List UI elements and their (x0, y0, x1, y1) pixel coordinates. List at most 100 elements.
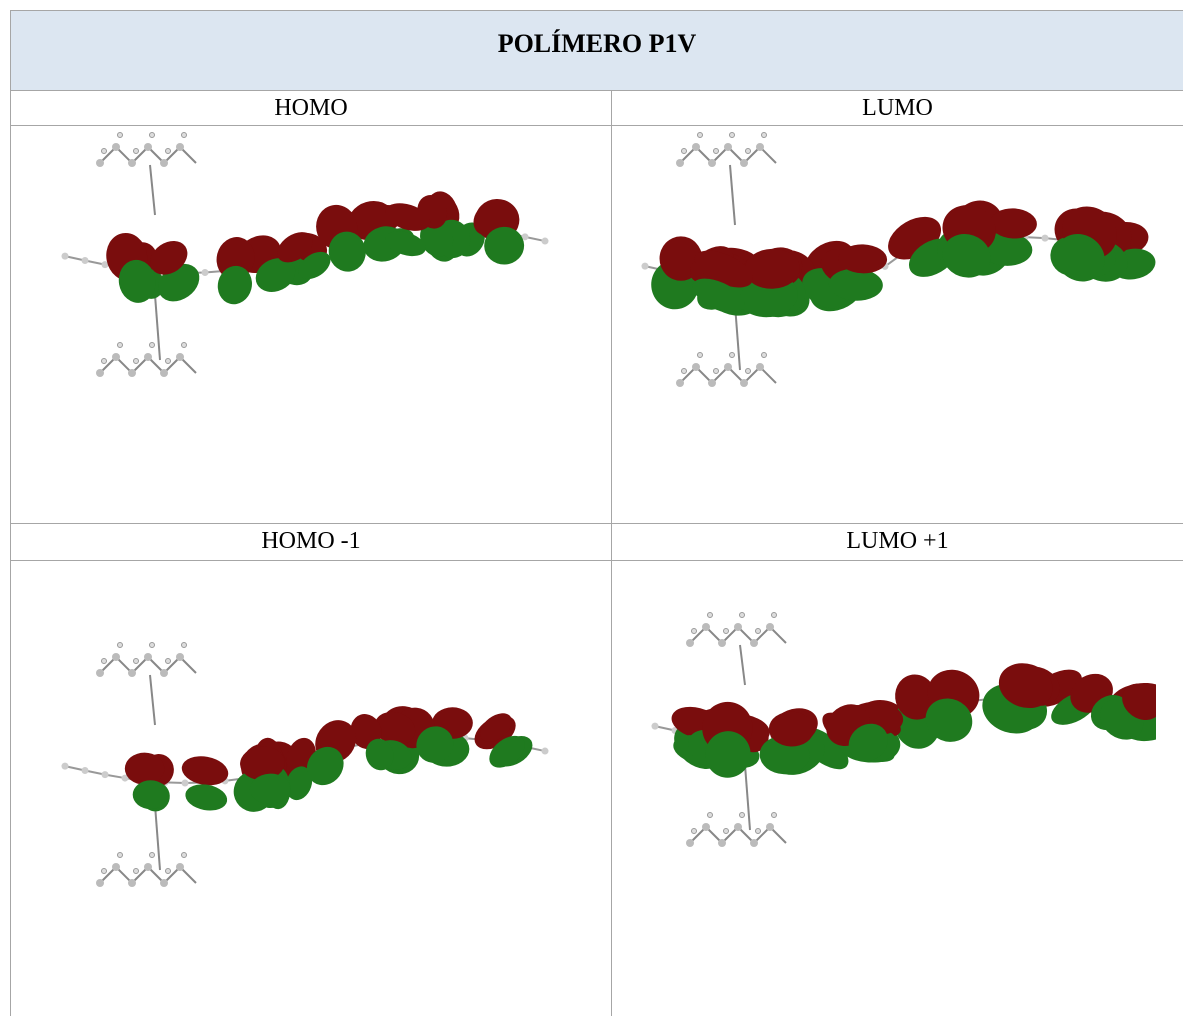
atom (101, 261, 109, 269)
atom (96, 879, 104, 887)
atom (117, 342, 123, 348)
atom (740, 159, 748, 167)
column-label: LUMO (611, 90, 1183, 126)
atom (641, 262, 649, 270)
lobe (217, 265, 252, 305)
atom (101, 148, 107, 154)
atom (740, 379, 748, 387)
atom (702, 623, 710, 631)
lobe (150, 240, 188, 275)
atom (692, 143, 700, 151)
atom (691, 628, 697, 634)
bond (734, 304, 741, 371)
lobe (185, 784, 228, 811)
atom (101, 868, 107, 874)
column-label: HOMO (10, 90, 611, 126)
image-cell (611, 560, 1183, 1016)
atom (1041, 234, 1049, 242)
lobe (998, 663, 1053, 709)
atom (165, 148, 171, 154)
atom (521, 233, 529, 241)
atom (713, 148, 719, 154)
atom (96, 669, 104, 677)
lobe (328, 231, 366, 272)
atom (165, 658, 171, 664)
atom (149, 132, 155, 138)
lobe (374, 711, 416, 745)
atom (128, 159, 136, 167)
atom (101, 358, 107, 364)
atom (702, 823, 710, 831)
lobe (416, 726, 454, 763)
lobe (132, 780, 169, 810)
lobe (298, 251, 331, 280)
lobe (489, 735, 525, 768)
atom (745, 368, 751, 374)
lobe (895, 674, 937, 720)
atom (181, 779, 189, 787)
atom (165, 868, 171, 874)
atom (181, 132, 187, 138)
image-cell (611, 125, 1183, 524)
atom (176, 863, 184, 871)
lobe (484, 226, 525, 265)
atom (96, 159, 104, 167)
atom (81, 257, 89, 265)
atom (176, 653, 184, 661)
lobe (1122, 683, 1156, 721)
lobe (989, 208, 1037, 239)
lobe (768, 711, 814, 747)
atom (144, 863, 152, 871)
atom (160, 369, 168, 377)
atom (651, 722, 659, 730)
lobe (385, 231, 426, 257)
atom (755, 828, 761, 834)
lobe (1055, 234, 1105, 282)
lobe (705, 731, 751, 778)
lobe (480, 713, 512, 742)
atom (133, 868, 139, 874)
lobe (249, 773, 291, 804)
atom (176, 353, 184, 361)
atom (697, 352, 703, 358)
atom (686, 639, 694, 647)
atom (697, 132, 703, 138)
atom (729, 352, 735, 358)
atom (101, 658, 107, 664)
atom (144, 143, 152, 151)
atom (691, 828, 697, 834)
atom (541, 747, 549, 755)
atom (766, 623, 774, 631)
orbital-image (61, 132, 549, 377)
lobe (306, 746, 344, 786)
atom (117, 132, 123, 138)
atom (734, 623, 742, 631)
atom (718, 839, 726, 847)
atom (112, 653, 120, 661)
atom (771, 812, 777, 818)
atom (101, 771, 109, 779)
atom (61, 762, 69, 770)
atom (723, 828, 729, 834)
atom (692, 363, 700, 371)
atom (61, 252, 69, 260)
lobe (694, 250, 753, 288)
atom (149, 342, 155, 348)
atom (681, 368, 687, 374)
lobe (240, 746, 285, 781)
atom (121, 774, 129, 782)
atom (750, 639, 758, 647)
atom (681, 148, 687, 154)
lobe (420, 219, 454, 257)
lobe (838, 244, 888, 274)
atom (724, 143, 732, 151)
atom (176, 143, 184, 151)
atom (713, 368, 719, 374)
atom (756, 363, 764, 371)
atom (729, 132, 735, 138)
column-label: LUMO +1 (611, 523, 1183, 560)
bond (149, 674, 156, 726)
atom (708, 379, 716, 387)
bond (739, 644, 746, 686)
